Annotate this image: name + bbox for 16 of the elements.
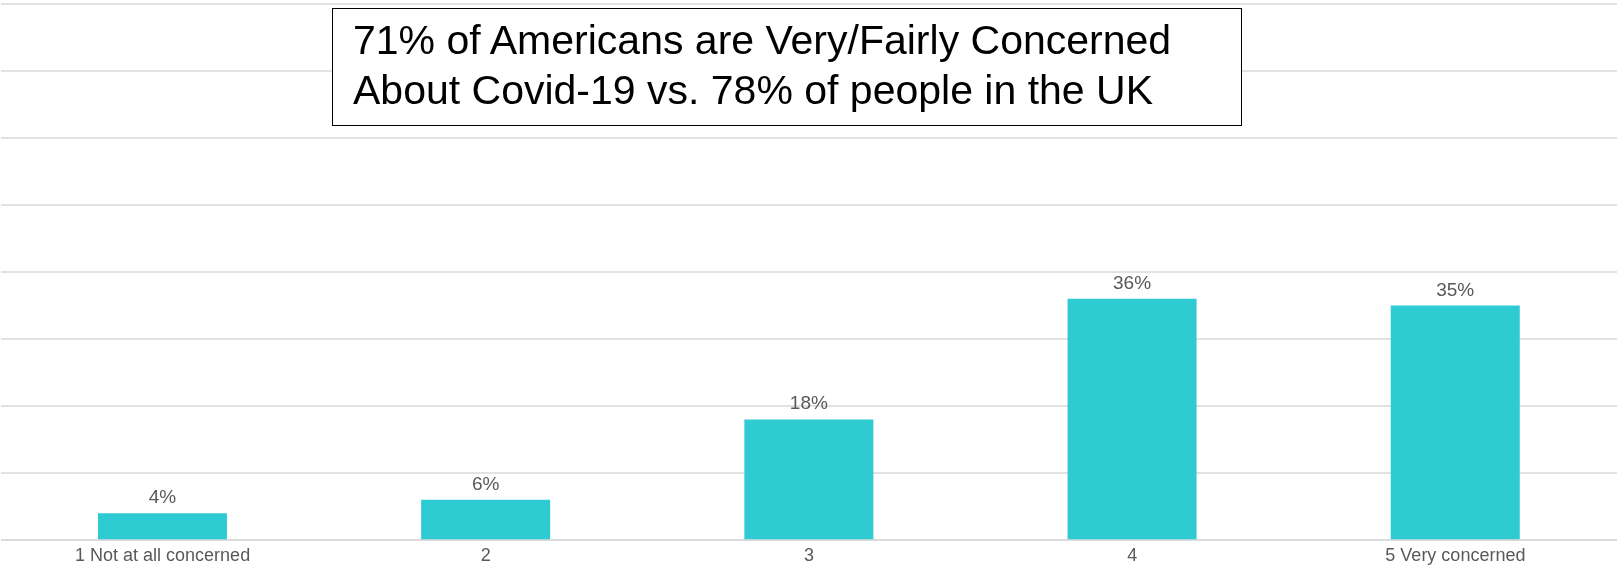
bar: [1390, 305, 1520, 540]
x-tick-label: 4: [1127, 544, 1138, 565]
bar: [97, 513, 227, 540]
bar: [1067, 298, 1197, 540]
data-label: 36%: [1113, 271, 1152, 293]
bar: [421, 499, 551, 540]
text: 71% of Americans are Very/Fairly Concerned About Covid-19 vs. 78% of people in the UK: [332, 8, 1242, 126]
x-tick-label: 2: [480, 544, 491, 565]
x-tick-label: 3: [803, 544, 815, 565]
x-tick-label: 1 Not at all concerned: [75, 544, 251, 565]
data-label: 35%: [1436, 278, 1475, 300]
data-label: 18%: [789, 392, 828, 414]
data-label: 4%: [148, 486, 177, 508]
x-tick-label: 5 Very concerned: [1385, 544, 1526, 565]
data-label: 6%: [471, 472, 500, 494]
bar: [744, 419, 874, 540]
